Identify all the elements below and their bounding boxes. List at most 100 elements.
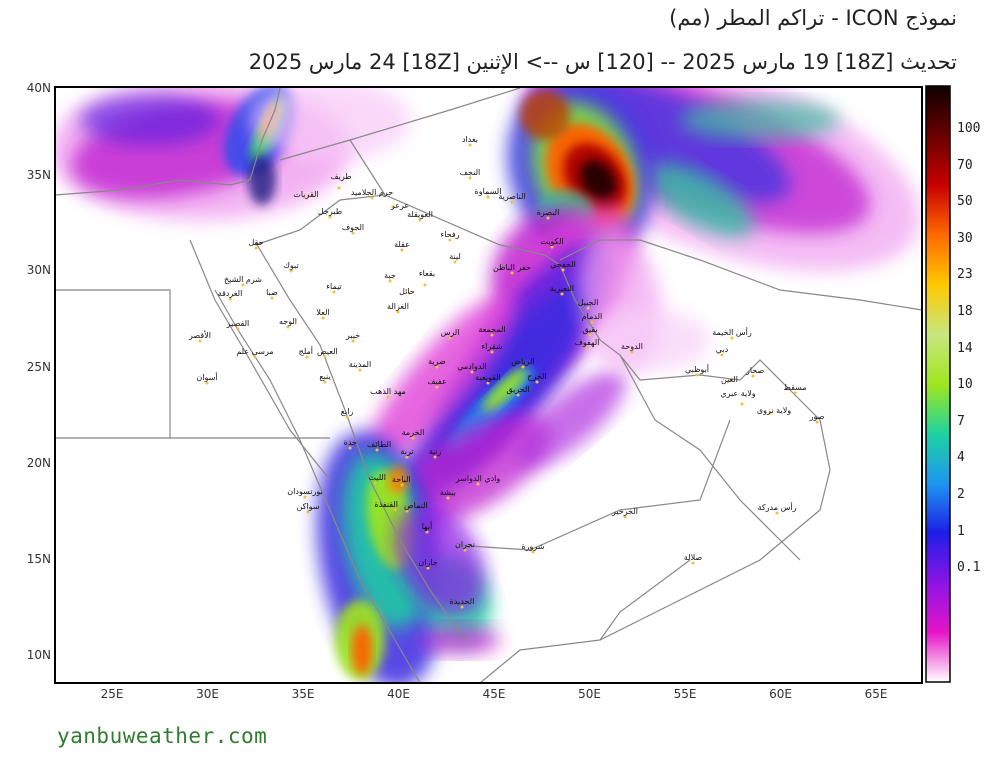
city-marker [289,269,293,273]
city-marker [510,200,514,204]
colorbar-level-label: 7 [957,413,965,429]
map-title: نموذج ICON - تراكم المطر (مم) [669,6,957,30]
city-marker [550,245,554,249]
precip-cell [646,163,754,237]
city-label: الباحة [392,475,411,484]
city-label: دبي [716,345,729,354]
precip-cell [389,413,551,527]
city-marker [254,246,258,250]
city-marker [391,205,395,209]
precip-cell [569,87,791,203]
city-label: رأس الخيمة [712,327,752,337]
city-label: الحديدة [450,597,475,606]
city-label: صلالة [684,553,703,562]
city-label: سواكن [297,502,320,511]
city-label: نجران [455,540,475,549]
city-label: عفيف [427,377,447,386]
city-marker [590,320,594,324]
city-label: ضبا [266,288,278,297]
city-label: الدوحة [621,342,643,351]
city-label: الرياض [511,357,534,366]
city-label: العويقلة [407,210,433,219]
colorbar-level-label: 23 [957,267,973,283]
city-marker [516,393,520,397]
city-label: الخفجي [550,260,576,269]
city-label: الغزالة [387,302,409,311]
precip-cell [590,310,710,370]
city-label: شرم الشيخ [224,275,262,284]
city-marker [585,346,589,350]
city-marker [393,508,397,512]
city-label: رأس مدركة [758,502,797,512]
colorbar-level-label: 50 [957,194,973,210]
city-marker [328,215,332,219]
city-marker [323,380,327,384]
city-label: أبها [422,521,433,531]
lat-tick-label: 35N [27,168,51,182]
city-marker [373,481,377,485]
colorbar-level-label: 100 [957,121,981,136]
border-line [454,419,731,551]
city-label: بقيق [582,325,597,334]
city-marker [358,368,362,372]
city-marker [405,509,409,513]
city-marker [253,355,257,359]
city-label: القنفذة [374,500,398,509]
axis-ticks: 40N 35N 30N 25N 20N 15N 10N 25E 30E 35E 40E 45E 50E 5… [27,81,888,701]
city-label: تبوك [283,261,298,270]
city-marker [535,380,539,384]
city-label: الهفوف [575,338,600,347]
city-marker [425,530,429,534]
city-marker [446,496,450,500]
city-marker [332,290,336,294]
city-marker [306,510,310,514]
city-marker [775,511,779,515]
city-marker [236,327,240,331]
city-marker [418,218,422,222]
city-marker [351,231,355,235]
city-marker [793,391,797,395]
city-marker [561,268,565,272]
city-label: ولاية نزوى [757,406,791,415]
city-label: وادي الدواسر [455,474,501,483]
city-marker [351,339,355,343]
city-marker [470,370,474,374]
border-line [255,242,466,641]
lon-tick-label: 65E [865,687,888,701]
city-marker [205,381,209,385]
border-line [55,179,251,196]
city-marker [433,455,437,459]
city-marker [768,411,772,415]
city-marker [305,355,309,359]
city-label: طبرجل [318,207,342,216]
city-marker [370,196,374,200]
city-label: أسوان [196,372,217,382]
border-line [214,289,421,683]
border-line [599,559,691,641]
city-marker [531,550,535,554]
city-label: الجبيل [578,298,599,307]
city-label: السماوة [475,187,502,196]
border-line [55,289,171,439]
city-label: القويعية [475,373,501,382]
city-label: النعيرية [550,284,574,293]
city-marker [588,333,592,337]
city-label: النماص [404,501,428,510]
colorbar-level-label: 0.1 [957,560,981,576]
city-label: أملج [299,346,313,356]
city-label: ولاية عبري [720,389,755,398]
city-label: طريف [330,172,351,181]
city-marker [630,350,634,354]
city-marker [323,355,327,359]
city-marker [510,271,514,275]
lon-tick-label: 50E [578,687,601,701]
precip-cell [394,504,486,616]
city-label: تربة [400,447,413,456]
city-label: ينبع [319,372,330,381]
city-label: جازان [418,558,437,567]
city-label: حفر الباطن [493,263,531,272]
city-label: حائل [399,287,415,296]
border-line [279,87,521,161]
city-marker [400,483,404,487]
